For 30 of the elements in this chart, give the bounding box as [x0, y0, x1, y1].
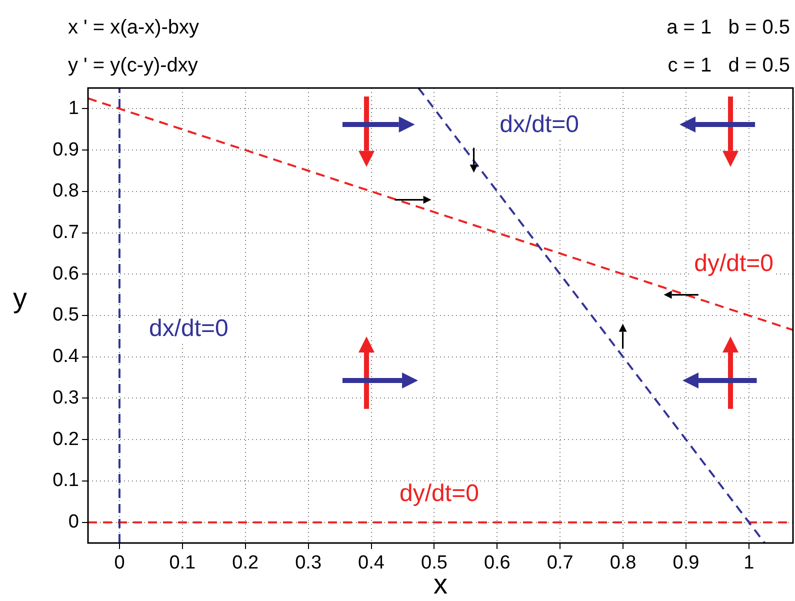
chart-title: x ' = x(a-x)-bxy: [68, 16, 200, 39]
y-tick-label: 0.2: [52, 428, 79, 450]
y-tick-label: 0.7: [52, 222, 79, 244]
y-tick-label: 0.9: [52, 139, 79, 160]
x-tick-label: 0.9: [672, 552, 700, 574]
annotation: dx/dt=0: [149, 315, 228, 342]
x-tick-label: 0.8: [610, 552, 636, 574]
x-tick-label: 0.3: [295, 552, 322, 574]
x-tick-label: 0.6: [484, 552, 510, 574]
x-tick-label: 0.2: [232, 552, 259, 574]
y-tick-label: 0.3: [52, 387, 79, 408]
text: c = 1 d = 0.5: [668, 54, 790, 77]
annotation: dx/dt=0: [500, 110, 580, 138]
y-tick-label: 0.5: [52, 304, 79, 326]
text: a = 1 b = 0.5: [666, 16, 790, 39]
x-tick-label: 0.7: [546, 552, 574, 574]
y-tick-label: 0.6: [52, 263, 79, 284]
x-tick-label: 0.4: [358, 552, 385, 574]
y-axis-title: y: [13, 282, 27, 314]
x-tick-label: 0: [114, 552, 125, 574]
x-tick-label: 0.1: [169, 552, 196, 574]
y-tick-label: 0.1: [52, 470, 79, 492]
y-tick-label: 0: [68, 512, 79, 533]
y-tick-label: 1: [68, 98, 79, 119]
annotation: dy/dt=0: [694, 250, 774, 277]
y-tick-label: 0.8: [52, 180, 79, 202]
chart-subtitle: y ' = y(c-y)-dxy: [68, 54, 198, 77]
annotation: dy/dt=0: [400, 480, 479, 507]
y-tick-label: 0.4: [52, 346, 80, 368]
x-tick-label: 1: [744, 552, 754, 574]
